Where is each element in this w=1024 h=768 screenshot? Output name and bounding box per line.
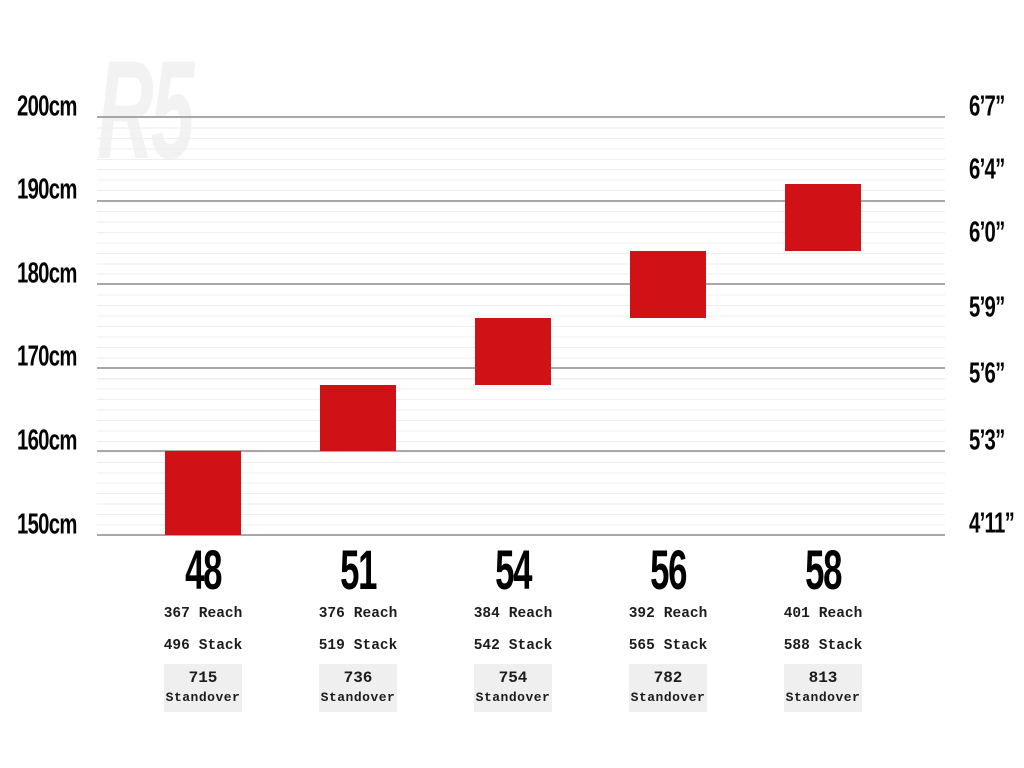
reach-line: 392 Reach — [590, 602, 746, 626]
stack-line: 565 Stack — [590, 634, 746, 658]
stack-value: 519 — [318, 638, 345, 654]
right-axis-tick-label: 5’6” — [969, 357, 1005, 390]
major-gridline — [97, 283, 945, 286]
stack-line: 542 Stack — [435, 634, 591, 658]
right-axis-tick-label: 6’7” — [969, 90, 1005, 123]
reach-label: Reach — [353, 606, 398, 622]
size-label: 54 — [494, 538, 532, 601]
standover-value: 736 — [343, 669, 373, 687]
standover-value: 715 — [188, 669, 218, 687]
size-column: 51 376 Reach 519 Stack 736 Standover — [280, 538, 436, 712]
size-column: 54 384 Reach 542 Stack 754 Standover — [435, 538, 591, 712]
reach-value: 384 — [473, 606, 500, 622]
left-axis-tick-label: 200cm — [17, 90, 77, 122]
size-bar — [630, 250, 706, 318]
reach-value: 392 — [628, 606, 655, 622]
standover-label: Standover — [165, 690, 241, 705]
reach-value: 401 — [783, 606, 810, 622]
major-gridline — [97, 116, 945, 118]
reach-line: 384 Reach — [435, 602, 591, 626]
standover-value: 813 — [808, 669, 838, 687]
reach-line: 367 Reach — [125, 602, 281, 626]
major-gridline — [97, 199, 945, 202]
size-column: 56 392 Reach 565 Stack 782 Standover — [590, 538, 746, 712]
right-axis-tick-label: 5’9” — [969, 291, 1005, 324]
stack-value: 496 — [163, 638, 190, 654]
reach-label: Reach — [198, 606, 243, 622]
right-axis-tick-label: 6’0” — [969, 216, 1005, 249]
standover-value: 754 — [498, 669, 528, 687]
stack-label: Stack — [508, 638, 553, 654]
stack-label: Stack — [198, 638, 243, 654]
size-column: 58 401 Reach 588 Stack 813 Standover — [745, 538, 901, 712]
stack-label: Stack — [353, 638, 398, 654]
stack-value: 565 — [628, 638, 655, 654]
stack-value: 542 — [473, 638, 500, 654]
standover-label: Standover — [630, 690, 706, 705]
major-gridline — [97, 450, 945, 453]
left-axis-tick-label: 190cm — [17, 173, 77, 206]
plot-area — [97, 116, 945, 536]
standover-value: 782 — [653, 669, 683, 687]
stack-label: Stack — [818, 638, 863, 654]
major-gridline — [97, 534, 945, 536]
size-label: 56 — [649, 538, 687, 601]
standover-label: Standover — [475, 690, 551, 705]
reach-label: Reach — [818, 606, 863, 622]
standover-box: 782 Standover — [629, 664, 707, 712]
reach-label: Reach — [508, 606, 553, 622]
right-axis-tick-label: 6’4” — [969, 153, 1005, 186]
left-axis-tick-label: 160cm — [17, 424, 77, 457]
size-bar — [165, 451, 241, 535]
standover-box: 715 Standover — [164, 664, 242, 712]
size-bar — [320, 384, 396, 452]
size-label: 58 — [804, 538, 842, 601]
right-axis-tick-label: 4’11” — [969, 507, 1015, 540]
reach-value: 376 — [318, 606, 345, 622]
size-label: 48 — [184, 538, 222, 601]
size-bar — [785, 183, 861, 251]
stack-line: 496 Stack — [125, 634, 281, 658]
reach-value: 367 — [163, 606, 190, 622]
standover-box: 754 Standover — [474, 664, 552, 712]
reach-line: 401 Reach — [745, 602, 901, 626]
standover-box: 813 Standover — [784, 664, 862, 712]
reach-line: 376 Reach — [280, 602, 436, 626]
size-column: 48 367 Reach 496 Stack 715 Standover — [125, 538, 281, 712]
left-axis-tick-label: 180cm — [17, 257, 77, 290]
standover-box: 736 Standover — [319, 664, 397, 712]
size-label: 51 — [339, 538, 377, 601]
left-axis-tick-label: 150cm — [17, 508, 77, 540]
reach-label: Reach — [663, 606, 708, 622]
standover-label: Standover — [785, 690, 861, 705]
stack-label: Stack — [663, 638, 708, 654]
right-axis-tick-label: 5’3” — [969, 424, 1005, 457]
stack-value: 588 — [783, 638, 810, 654]
size-bar — [475, 317, 551, 385]
stack-line: 519 Stack — [280, 634, 436, 658]
standover-label: Standover — [320, 690, 396, 705]
left-axis-tick-label: 170cm — [17, 340, 77, 373]
stack-line: 588 Stack — [745, 634, 901, 658]
